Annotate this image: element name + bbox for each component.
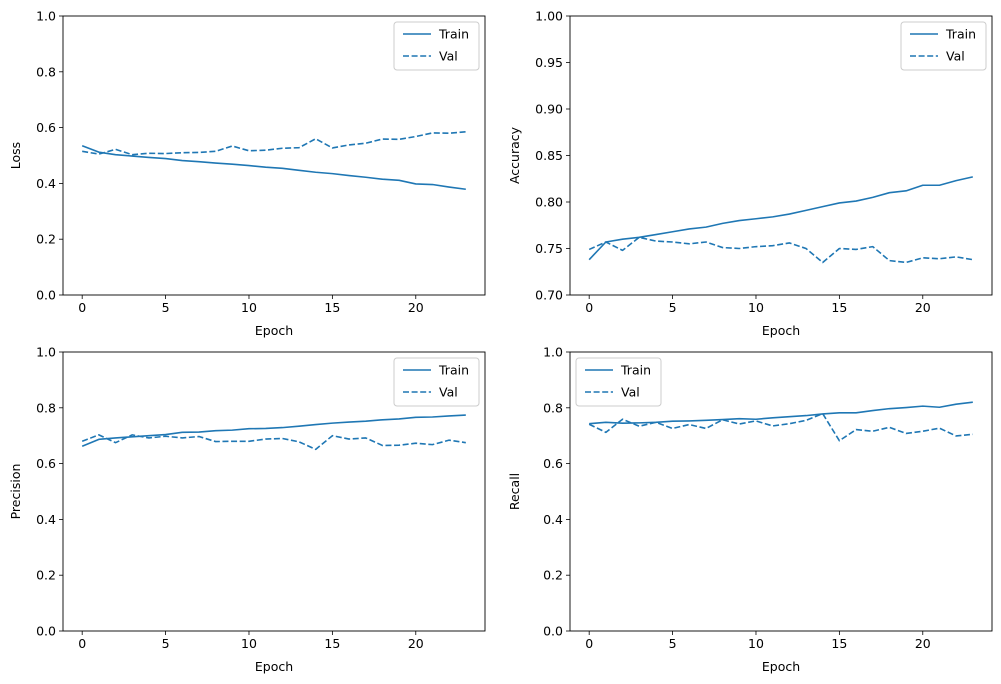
- x-tick-label: 0: [78, 300, 86, 315]
- y-tick-label: 0.2: [543, 568, 563, 583]
- x-axis-label: Epoch: [255, 323, 293, 338]
- x-tick-label: 20: [915, 300, 931, 315]
- y-tick-label: 0.8: [36, 64, 56, 79]
- x-tick-label: 0: [585, 300, 593, 315]
- y-tick-label: 0.75: [535, 241, 563, 256]
- legend: Train Val: [900, 21, 987, 71]
- legend-label-train: Train: [438, 363, 469, 378]
- y-tick-label: 0.0: [36, 624, 56, 639]
- legend-label-train: Train: [620, 363, 651, 378]
- legend: Train Val: [393, 357, 480, 407]
- series-line-val: [588, 236, 973, 264]
- legend-label-val: Val: [439, 49, 458, 64]
- x-tick-label: 20: [408, 300, 424, 315]
- subplot-4: 0 5 10 15 20 0.0 0.2 0.4 0.6 0.8 1.0 Epoch Recall Tra…: [507, 345, 993, 674]
- x-tick-label: 15: [831, 300, 847, 315]
- axes-frame: [62, 15, 486, 296]
- x-axis-label: Epoch: [762, 323, 800, 338]
- y-tick-label: 0.6: [36, 456, 56, 471]
- legend-label-train: Train: [945, 27, 976, 42]
- y-tick-label: 1.0: [36, 345, 56, 360]
- y-tick-label: 0.8: [36, 400, 56, 415]
- axes-frame: [62, 351, 486, 632]
- y-tick-label: 0.95: [535, 55, 563, 70]
- series-line-val: [81, 434, 466, 451]
- legend-label-train: Train: [438, 27, 469, 42]
- y-tick-label: 0.80: [535, 195, 563, 210]
- y-axis-label: Recall: [507, 473, 522, 510]
- y-tick-label: 0.85: [535, 148, 563, 163]
- x-tick-label: 5: [162, 636, 170, 651]
- y-tick-label: 0.70: [535, 288, 563, 303]
- x-tick-label: 5: [162, 300, 170, 315]
- y-tick-label: 0.0: [36, 288, 56, 303]
- x-tick-label: 0: [78, 636, 86, 651]
- y-tick-label: 0.4: [36, 176, 56, 191]
- x-tick-label: 15: [831, 636, 847, 651]
- y-tick-label: 0.8: [543, 400, 563, 415]
- series-line-train: [81, 414, 466, 448]
- y-tick-label: 1.0: [36, 9, 56, 24]
- y-tick-label: 0.2: [36, 232, 56, 247]
- y-tick-label: 1.00: [535, 9, 563, 24]
- y-axis-label: Accuracy: [507, 126, 522, 184]
- y-tick-label: 0.0: [543, 624, 563, 639]
- subplot-2: 0 5 10 15 20 0.70 0.75 0.80 0.85 0.90 0.95 1.00 Epoc…: [507, 9, 993, 338]
- subplot-3: 0 5 10 15 20 0.0 0.2 0.4 0.6 0.8 1.0 Epoch Precision…: [8, 345, 486, 674]
- x-tick-label: 15: [324, 636, 340, 651]
- x-tick-label: 20: [408, 636, 424, 651]
- legend: Train Val: [575, 357, 662, 407]
- x-tick-label: 10: [241, 636, 257, 651]
- y-tick-label: 0.90: [535, 102, 563, 117]
- x-tick-label: 10: [748, 636, 764, 651]
- y-tick-label: 0.4: [543, 512, 563, 527]
- legend-label-val: Val: [621, 385, 640, 400]
- x-tick-label: 15: [324, 300, 340, 315]
- x-tick-label: 5: [669, 300, 677, 315]
- x-axis-label: Epoch: [762, 659, 800, 674]
- legend-label-val: Val: [946, 49, 965, 64]
- x-tick-label: 10: [748, 300, 764, 315]
- y-axis-label: Loss: [8, 142, 23, 169]
- legend-label-val: Val: [439, 385, 458, 400]
- series-line-val: [82, 130, 466, 156]
- y-axis-label: Precision: [8, 464, 23, 520]
- subplot-1: 0 5 10 15 20 0.0 0.2 0.4 0.6 0.8 1.0 Epoch Loss Train…: [8, 9, 486, 338]
- x-tick-label: 0: [585, 636, 593, 651]
- x-tick-label: 5: [669, 636, 677, 651]
- x-tick-label: 20: [915, 636, 931, 651]
- y-tick-label: 0.6: [543, 456, 563, 471]
- legend: Train Val: [393, 21, 480, 71]
- y-tick-label: 0.6: [36, 120, 56, 135]
- y-tick-label: 1.0: [543, 345, 563, 360]
- y-tick-label: 0.4: [36, 512, 56, 527]
- axes-frame: [569, 15, 993, 296]
- axes-frame: [569, 351, 993, 632]
- series-line-val: [588, 412, 973, 442]
- x-axis-label: Epoch: [255, 659, 293, 674]
- y-tick-label: 0.2: [36, 568, 56, 583]
- x-tick-label: 10: [241, 300, 257, 315]
- series-line-train: [81, 144, 466, 191]
- series-line-train: [588, 176, 973, 261]
